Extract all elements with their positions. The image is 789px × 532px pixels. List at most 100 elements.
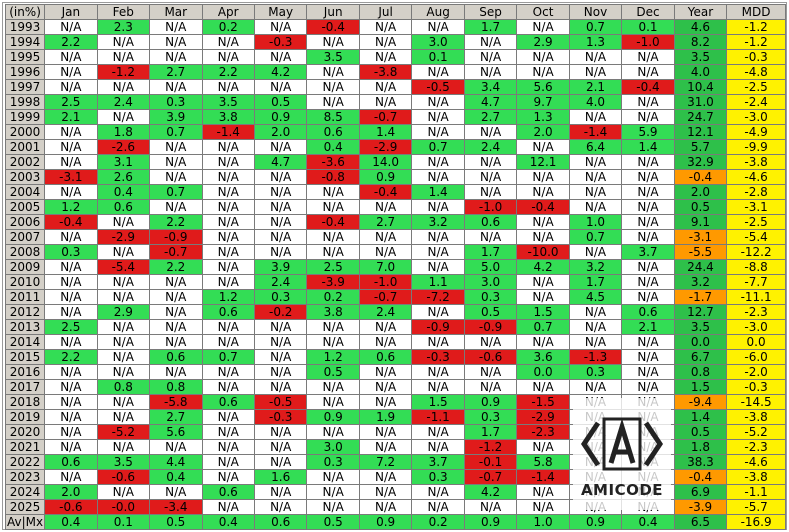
month-return-cell: 3.0 [411,34,465,50]
mdd-cell: -4.8 [726,64,786,80]
month-return-cell: -0.9 [463,319,518,335]
month-return-cell: 0.6 [96,199,151,215]
month-return-cell: N/A [44,289,98,305]
month-return-cell: N/A [253,424,308,440]
average-cell: 0.4 [621,514,675,530]
month-return-cell: 0.6 [149,349,203,365]
column-header: Sep [463,4,518,20]
year-label: 1994 [4,34,46,50]
month-return-cell: 3.5 [96,454,151,470]
month-return-cell: 0.3 [411,469,465,485]
month-return-cell: N/A [306,499,360,515]
column-header: Jul [358,4,413,20]
year-return-cell: -3.9 [673,499,728,515]
month-return-cell: N/A [306,319,360,335]
column-header: Aug [411,4,465,20]
month-return-cell: N/A [306,229,360,245]
mdd-cell: -9.9 [726,139,786,155]
month-return-cell: 0.3 [306,454,360,470]
month-return-cell: 1.4 [358,124,413,140]
month-return-cell: N/A [44,154,98,170]
year-return-cell: 24.4 [673,259,728,275]
month-return-cell: 0.3 [44,244,98,260]
mdd-cell: -0.3 [726,49,786,65]
month-return-cell: -0.4 [306,19,360,35]
year-label: 2013 [4,319,46,335]
month-return-cell: 0.2 [306,289,360,305]
year-label: 2016 [4,364,46,380]
month-return-cell: 5.8 [516,454,570,470]
table-row: 1997 N/A N/A N/A N/A N/A N/A N/A -0.5 3.4 5.6 2.1 -0… [4,79,786,95]
month-return-cell: N/A [516,379,570,395]
year-return-cell: -0.4 [673,169,728,185]
month-return-cell: 5.6 [516,79,570,95]
table-row: 2017 N/A 0.8 0.8 N/A N/A N/A N/A N/A N/A N/A N/A N/A… [4,379,786,395]
year-label: 1995 [4,49,46,65]
month-return-cell: N/A [44,379,98,395]
table-row: 2013 2.5 N/A N/A N/A N/A N/A N/A -0.9 -0.9 0.7 N/A 2… [4,319,786,335]
month-return-cell: 3.4 [463,79,518,95]
column-header: Nov [568,4,623,20]
month-return-cell: N/A [411,169,465,185]
year-return-cell: 24.7 [673,109,728,125]
year-label: 2021 [4,439,46,455]
month-return-cell: -7.2 [411,289,465,305]
year-label: 2001 [4,139,46,155]
month-return-cell: 2.3 [96,19,151,35]
month-return-cell: N/A [463,229,518,245]
month-return-cell: N/A [201,49,255,65]
month-return-cell: N/A [411,259,465,275]
month-return-cell: -1.2 [463,439,518,455]
month-return-cell: 3.2 [568,259,623,275]
month-return-cell: 1.3 [568,34,623,50]
table-row: 2003 -3.1 2.6 N/A N/A N/A -0.8 0.9 N/A N/A N/A N/A N… [4,169,786,185]
month-return-cell: -0.5 [411,79,465,95]
month-return-cell: N/A [463,64,518,80]
month-return-cell: 4.5 [568,289,623,305]
year-label: 2025 [4,499,46,515]
month-return-cell: 2.1 [44,109,98,125]
month-return-cell: -1.4 [568,124,623,140]
month-return-cell: -0.4 [306,214,360,230]
average-cell: 0.1 [96,514,151,530]
month-return-cell: N/A [463,334,518,350]
month-return-cell: N/A [253,244,308,260]
month-return-cell: -3.9 [306,274,360,290]
month-return-cell: N/A [253,454,308,470]
column-header: MDD [726,4,786,20]
month-return-cell: N/A [149,79,203,95]
mdd-cell: -5.7 [726,499,786,515]
month-return-cell: N/A [96,289,151,305]
month-return-cell: N/A [516,19,570,35]
month-return-cell: 0.4 [306,139,360,155]
year-return-cell: 1.4 [673,409,728,425]
month-return-cell: 1.7 [568,274,623,290]
table-row: 2025-0.6-0.0-3.4N/AN/AN/AN/AN/AN/AN/AN/A… [4,499,786,515]
month-return-cell: N/A [358,439,413,455]
month-return-cell: N/A [149,274,203,290]
year-return-cell: 10.4 [673,79,728,95]
year-label: 2014 [4,334,46,350]
table-row: 2012 N/A 2.9 N/A 0.6 -0.2 3.8 2.4 N/A 0.5 1.5 N/A 0.… [4,304,786,320]
mdd-cell: -3.8 [726,154,786,170]
month-return-cell: N/A [411,304,465,320]
month-return-cell: N/A [621,259,675,275]
average-cell: 1.0 [516,514,570,530]
month-return-cell: N/A [253,379,308,395]
mdd-cell: -5.4 [726,229,786,245]
month-return-cell: N/A [463,34,518,50]
month-return-cell: 0.3 [149,94,203,110]
month-return-cell: 0.7 [149,184,203,200]
month-return-cell: 1.7 [463,19,518,35]
year-return-cell: 2.0 [673,184,728,200]
mdd-cell: -2.3 [726,304,786,320]
column-header: Feb [96,4,151,20]
average-row: Av|Mx 0.4 0.1 0.5 0.4 0.6 0.5 0.9 0.2 0.9 1.0 0.9 0.… [4,514,786,530]
month-return-cell: N/A [96,274,151,290]
month-return-cell: 0.9 [358,169,413,185]
month-return-cell: N/A [44,229,98,245]
year-return-cell: 0.5 [673,199,728,215]
mdd-cell: -2.5 [726,79,786,95]
mdd-cell: -2.0 [726,364,786,380]
month-return-cell: N/A [516,334,570,350]
